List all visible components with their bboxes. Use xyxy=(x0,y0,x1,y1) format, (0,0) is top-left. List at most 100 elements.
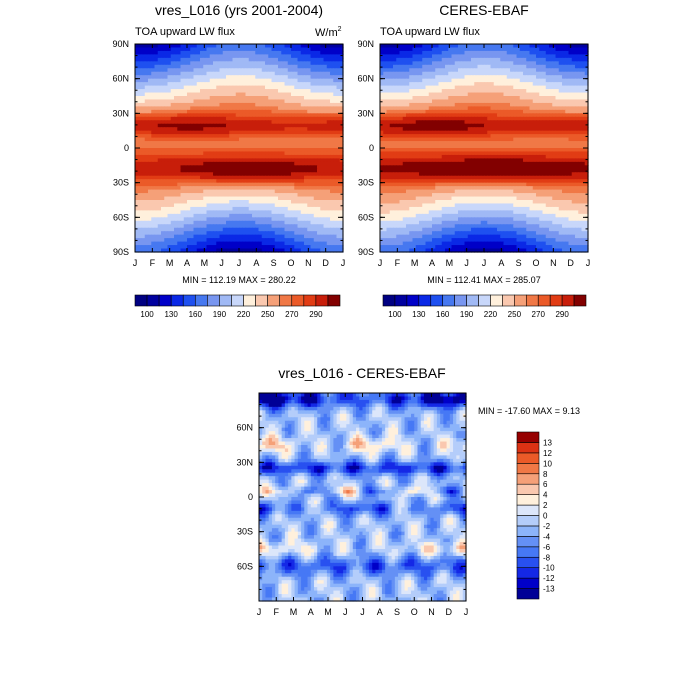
heatmap-cell xyxy=(161,113,165,118)
heatmap-cell xyxy=(206,64,211,69)
heatmap-cell xyxy=(310,102,315,107)
heatmap-cell xyxy=(235,44,240,49)
heatmap-cell xyxy=(138,106,143,111)
heatmap-cell xyxy=(297,54,302,59)
x-tick-label: F xyxy=(150,258,156,268)
heatmap-cell xyxy=(287,96,292,101)
heatmap-cell xyxy=(177,64,182,69)
panel-title: CERES-EBAF xyxy=(439,2,528,18)
heatmap-cell xyxy=(339,85,344,90)
heatmap-cell xyxy=(157,61,162,66)
heatmap-cell xyxy=(271,92,276,97)
heatmap-cell xyxy=(255,57,260,62)
heatmap-cell xyxy=(245,71,250,76)
heatmap-cell xyxy=(281,44,286,49)
heatmap-cell xyxy=(216,89,221,94)
heatmap-cell xyxy=(320,75,325,80)
heatmap-cell xyxy=(310,106,315,111)
heatmap-cell xyxy=(304,82,308,87)
heatmap-cell xyxy=(148,92,152,97)
heatmap-cell xyxy=(281,68,286,73)
units-label: W/m2 xyxy=(315,26,342,39)
heatmap-cell xyxy=(330,82,334,87)
heatmap-cell xyxy=(271,89,276,94)
heatmap-cell xyxy=(138,68,143,73)
heatmap-cell xyxy=(170,47,175,52)
heatmap-cell xyxy=(313,106,318,111)
heatmap-cell xyxy=(135,68,139,73)
heatmap-cell xyxy=(287,92,292,97)
heatmap-cell xyxy=(323,82,328,87)
heatmap-cell xyxy=(232,113,237,118)
heatmap-cell xyxy=(339,71,344,76)
heatmap-cell xyxy=(190,50,195,55)
heatmap-cell xyxy=(248,68,253,73)
heatmap-cell xyxy=(284,54,289,59)
heatmap-cell xyxy=(135,113,139,118)
heatmap-cell xyxy=(187,50,191,55)
heatmap-cell xyxy=(281,113,286,118)
heatmap-cell xyxy=(284,109,289,114)
x-tick-label: M xyxy=(166,258,174,268)
heatmap-cell xyxy=(180,106,185,111)
heatmap-cell xyxy=(245,109,250,114)
heatmap-cell xyxy=(164,78,169,83)
heatmap-cell xyxy=(300,96,305,101)
heatmap-cell xyxy=(187,61,191,66)
heatmap-cell xyxy=(232,89,237,94)
heatmap-cell xyxy=(252,47,256,52)
heatmap-cell xyxy=(310,96,315,101)
heatmap-cell xyxy=(135,54,139,59)
heatmap-cell xyxy=(291,106,295,111)
heatmap-cell xyxy=(291,78,295,83)
heatmap-cell xyxy=(235,92,240,97)
heatmap-cell xyxy=(209,99,214,104)
heatmap-cell xyxy=(177,85,182,90)
heatmap-cell xyxy=(330,106,334,111)
heatmap-cell xyxy=(323,61,328,66)
heatmap-cell xyxy=(177,61,182,66)
heatmap-cell xyxy=(255,109,260,114)
heatmap-cell xyxy=(245,61,250,66)
heatmap-cell xyxy=(206,57,211,62)
heatmap-cell xyxy=(141,82,146,87)
heatmap-cell xyxy=(326,89,331,94)
heatmap-cell xyxy=(206,44,211,49)
heatmap-cell xyxy=(248,47,253,52)
heatmap-cell xyxy=(287,82,292,87)
x-tick-label: A xyxy=(184,258,190,268)
heatmap-cell xyxy=(180,92,185,97)
heatmap-cell xyxy=(300,50,305,55)
heatmap-field xyxy=(380,44,589,253)
heatmap-cell xyxy=(232,75,237,80)
heatmap-cell xyxy=(323,75,328,80)
heatmap-cell xyxy=(252,99,256,104)
heatmap-cell xyxy=(167,50,172,55)
heatmap-cell xyxy=(297,92,302,97)
heatmap-cell xyxy=(144,47,149,52)
heatmap-cell xyxy=(229,57,234,62)
heatmap-cell xyxy=(183,82,188,87)
heatmap-cell xyxy=(239,78,243,83)
heatmap-cell xyxy=(333,44,338,49)
heatmap-cell xyxy=(339,89,344,94)
heatmap-cell xyxy=(226,47,230,52)
heatmap-cell xyxy=(310,64,315,69)
heatmap-cell xyxy=(226,113,230,118)
heatmap-cell xyxy=(258,54,263,59)
heatmap-cell xyxy=(219,50,224,55)
heatmap-cell xyxy=(336,109,341,114)
heatmap-cell xyxy=(157,92,162,97)
heatmap-cell xyxy=(235,109,240,114)
heatmap-cell xyxy=(261,99,266,104)
heatmap-cell xyxy=(161,89,165,94)
heatmap-cell xyxy=(323,113,328,118)
heatmap-cell xyxy=(180,44,185,49)
heatmap-cell xyxy=(167,109,172,114)
heatmap-cell xyxy=(216,61,221,66)
heatmap-cell xyxy=(235,78,240,83)
heatmap-cell xyxy=(339,47,344,52)
heatmap-cell xyxy=(326,92,331,97)
x-tick-label: J xyxy=(219,258,224,268)
heatmap-cell xyxy=(219,92,224,97)
